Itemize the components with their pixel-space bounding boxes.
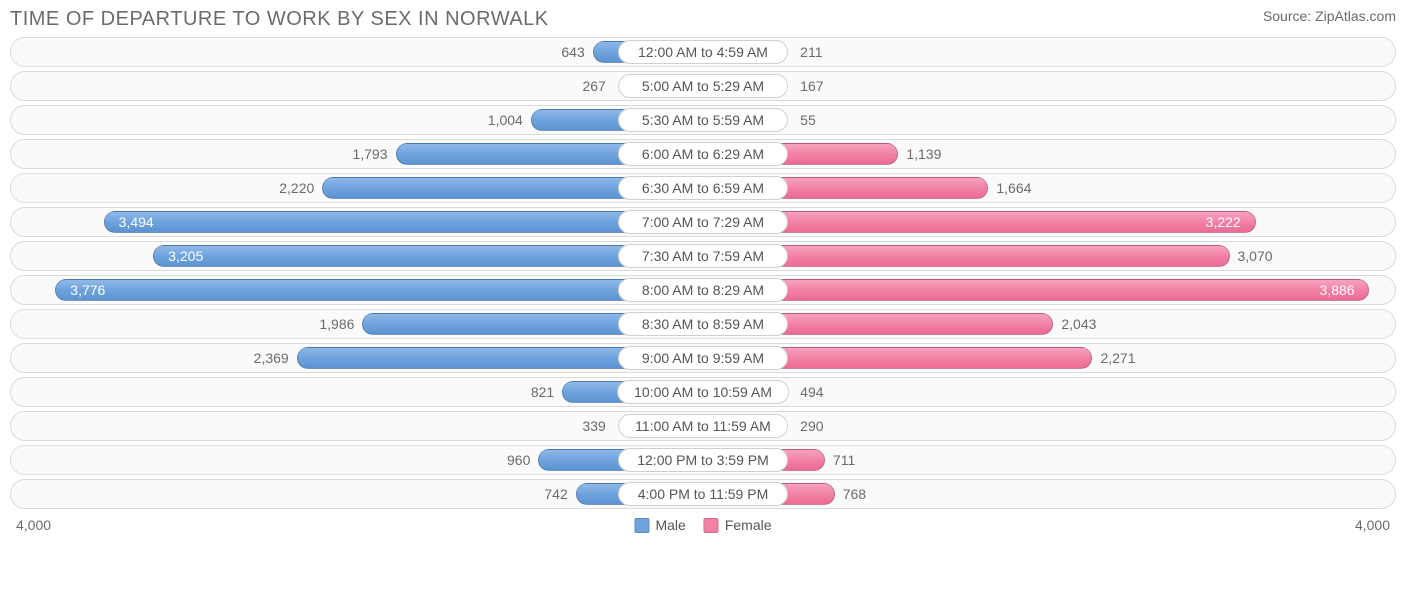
axis-max-left: 4,000 — [16, 517, 51, 533]
value-female: 768 — [843, 486, 866, 502]
row-category-label: 12:00 AM to 4:59 AM — [618, 40, 788, 64]
row-category-label: 8:30 AM to 8:59 AM — [618, 312, 788, 336]
row-category-label: 4:00 PM to 11:59 PM — [618, 482, 788, 506]
value-male: 3,494 — [111, 214, 154, 230]
chart-row: 3,494 3,222 7:00 AM to 7:29 AM — [10, 207, 1396, 237]
chart-row: 742 768 4:00 PM to 11:59 PM — [10, 479, 1396, 509]
value-male: 339 — [582, 418, 605, 434]
value-female: 494 — [800, 384, 823, 400]
value-male: 3,776 — [62, 282, 105, 298]
diverging-bar-chart: 643 211 12:00 AM to 4:59 AM 267 167 5:00 AM t… — [10, 37, 1396, 509]
chart-footer: 4,000 Male Female 4,000 — [10, 513, 1396, 539]
chart-title: TIME OF DEPARTURE TO WORK BY SEX IN NORW… — [10, 8, 549, 31]
row-category-label: 9:00 AM to 9:59 AM — [618, 346, 788, 370]
legend-item-male: Male — [634, 517, 685, 533]
value-male: 960 — [507, 452, 530, 468]
row-category-label: 6:00 AM to 6:29 AM — [618, 142, 788, 166]
value-male: 267 — [582, 78, 605, 94]
value-female: 2,271 — [1100, 350, 1135, 366]
row-category-label: 10:00 AM to 10:59 AM — [617, 380, 789, 404]
legend-label-male: Male — [655, 517, 685, 533]
value-male: 3,205 — [160, 248, 203, 264]
row-category-label: 8:00 AM to 8:29 AM — [618, 278, 788, 302]
chart-row: 1,004 55 5:30 AM to 5:59 AM — [10, 105, 1396, 135]
value-female: 2,043 — [1061, 316, 1096, 332]
bar-female — [703, 279, 1369, 301]
legend-swatch-male — [634, 518, 649, 533]
chart-row: 339 290 11:00 AM to 11:59 AM — [10, 411, 1396, 441]
axis-max-right: 4,000 — [1355, 517, 1390, 533]
value-male: 2,369 — [254, 350, 289, 366]
value-female: 55 — [800, 112, 816, 128]
value-female: 167 — [800, 78, 823, 94]
value-female: 3,070 — [1238, 248, 1273, 264]
chart-header: TIME OF DEPARTURE TO WORK BY SEX IN NORW… — [10, 8, 1396, 31]
value-female: 3,886 — [1320, 282, 1363, 298]
row-category-label: 12:00 PM to 3:59 PM — [618, 448, 788, 472]
value-female: 711 — [833, 452, 855, 468]
bar-male — [55, 279, 703, 301]
chart-row: 821 494 10:00 AM to 10:59 AM — [10, 377, 1396, 407]
chart-row: 1,793 1,139 6:00 AM to 6:29 AM — [10, 139, 1396, 169]
chart-row: 2,220 1,664 6:30 AM to 6:59 AM — [10, 173, 1396, 203]
row-category-label: 7:00 AM to 7:29 AM — [618, 210, 788, 234]
value-female: 1,664 — [996, 180, 1031, 196]
value-female: 1,139 — [906, 146, 941, 162]
value-male: 1,986 — [319, 316, 354, 332]
legend-item-female: Female — [704, 517, 772, 533]
row-category-label: 11:00 AM to 11:59 AM — [618, 414, 788, 438]
value-female: 3,222 — [1206, 214, 1249, 230]
legend: Male Female — [634, 517, 771, 533]
chart-row: 3,776 3,886 8:00 AM to 8:29 AM — [10, 275, 1396, 305]
chart-row: 643 211 12:00 AM to 4:59 AM — [10, 37, 1396, 67]
value-female: 211 — [800, 44, 822, 60]
bar-male — [104, 211, 703, 233]
legend-label-female: Female — [725, 517, 772, 533]
chart-row: 960 711 12:00 PM to 3:59 PM — [10, 445, 1396, 475]
legend-swatch-female — [704, 518, 719, 533]
value-male: 742 — [544, 486, 567, 502]
chart-row: 2,369 2,271 9:00 AM to 9:59 AM — [10, 343, 1396, 373]
chart-row: 1,986 2,043 8:30 AM to 8:59 AM — [10, 309, 1396, 339]
value-male: 1,004 — [488, 112, 523, 128]
row-category-label: 5:00 AM to 5:29 AM — [618, 74, 788, 98]
row-category-label: 7:30 AM to 7:59 AM — [618, 244, 788, 268]
chart-row: 267 167 5:00 AM to 5:29 AM — [10, 71, 1396, 101]
chart-source: Source: ZipAtlas.com — [1263, 8, 1396, 24]
value-male: 821 — [531, 384, 554, 400]
value-female: 290 — [800, 418, 823, 434]
chart-row: 3,205 3,070 7:30 AM to 7:59 AM — [10, 241, 1396, 271]
value-male: 2,220 — [279, 180, 314, 196]
value-male: 643 — [561, 44, 584, 60]
value-male: 1,793 — [352, 146, 387, 162]
row-category-label: 5:30 AM to 5:59 AM — [618, 108, 788, 132]
row-category-label: 6:30 AM to 6:59 AM — [618, 176, 788, 200]
